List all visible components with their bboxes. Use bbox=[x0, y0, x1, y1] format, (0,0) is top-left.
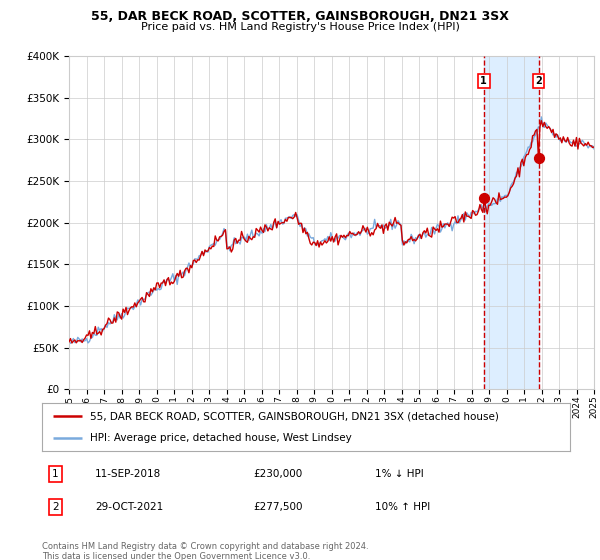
Text: 2: 2 bbox=[535, 76, 542, 86]
Text: £230,000: £230,000 bbox=[253, 469, 302, 479]
Point bbox=[479, 193, 488, 202]
Text: 55, DAR BECK ROAD, SCOTTER, GAINSBOROUGH, DN21 3SX (detached house): 55, DAR BECK ROAD, SCOTTER, GAINSBOROUGH… bbox=[89, 411, 499, 421]
Text: 2: 2 bbox=[52, 502, 59, 512]
Text: Contains HM Land Registry data © Crown copyright and database right 2024.
This d: Contains HM Land Registry data © Crown c… bbox=[42, 542, 368, 560]
Text: 29-OCT-2021: 29-OCT-2021 bbox=[95, 502, 163, 512]
Text: 55, DAR BECK ROAD, SCOTTER, GAINSBOROUGH, DN21 3SX: 55, DAR BECK ROAD, SCOTTER, GAINSBOROUGH… bbox=[91, 10, 509, 23]
Bar bbox=[484, 56, 539, 389]
Text: £277,500: £277,500 bbox=[253, 502, 303, 512]
Text: 10% ↑ HPI: 10% ↑ HPI bbox=[374, 502, 430, 512]
Text: 11-SEP-2018: 11-SEP-2018 bbox=[95, 469, 161, 479]
Text: 1: 1 bbox=[481, 76, 487, 86]
Text: 1: 1 bbox=[52, 469, 59, 479]
Point bbox=[534, 153, 544, 162]
Text: HPI: Average price, detached house, West Lindsey: HPI: Average price, detached house, West… bbox=[89, 433, 351, 443]
Text: Price paid vs. HM Land Registry's House Price Index (HPI): Price paid vs. HM Land Registry's House … bbox=[140, 22, 460, 32]
Text: 1% ↓ HPI: 1% ↓ HPI bbox=[374, 469, 424, 479]
